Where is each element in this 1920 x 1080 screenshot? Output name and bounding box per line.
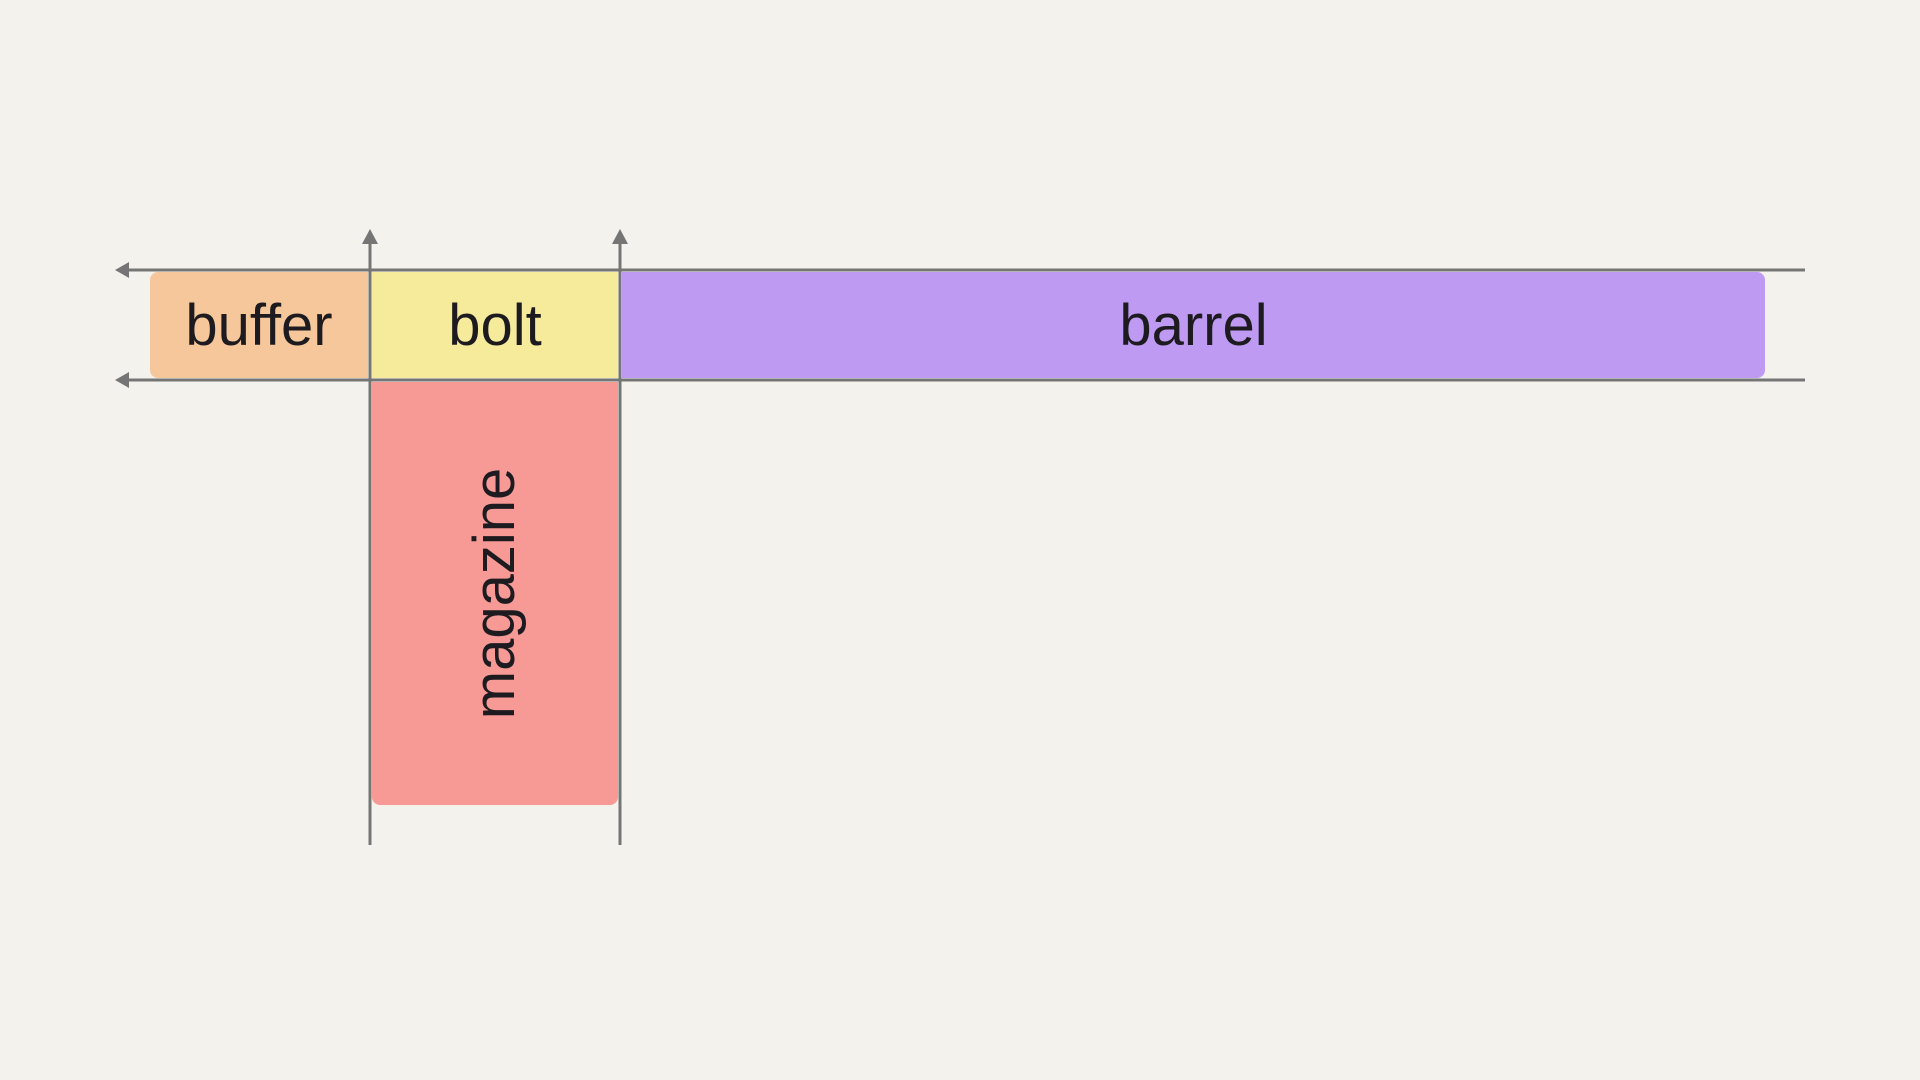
bolt-box: bolt [372, 272, 618, 378]
arrow-left-icon [115, 262, 129, 278]
buffer-box: buffer [150, 272, 368, 378]
arrow-left-icon [115, 372, 129, 388]
arrow-up-icon [362, 229, 378, 244]
buffer-label: buffer [185, 292, 333, 358]
magazine-box: magazine [372, 382, 618, 805]
barrel-label: barrel [1119, 292, 1268, 358]
bolt-label: bolt [448, 292, 542, 358]
arrow-up-icon [612, 229, 628, 244]
barrel-box: barrel [622, 272, 1765, 378]
